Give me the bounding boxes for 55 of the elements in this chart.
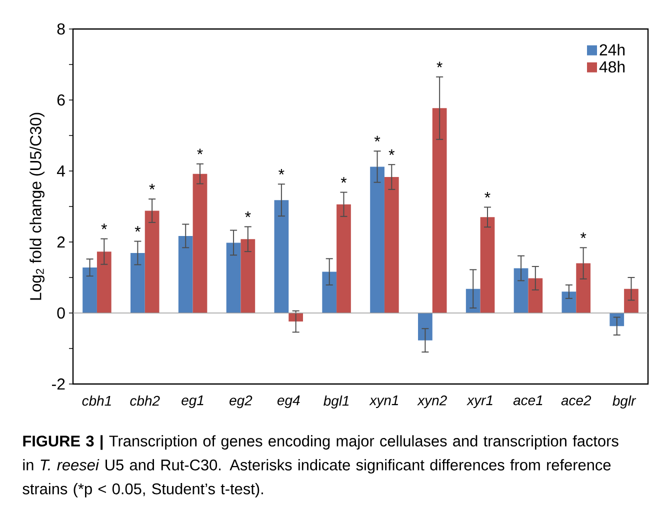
bar [82,268,97,313]
x-tick-label: bglr [612,396,636,408]
x-tick-label: xyn1 [369,396,398,408]
annotation: * [388,149,395,156]
x-tick-label: ace2 [561,395,592,406]
x-tick-label: xyn2 [417,395,447,408]
annotation: * [245,212,251,218]
bar [514,268,528,313]
legend-label: 48h [599,60,625,73]
bar [144,210,160,313]
bar [562,292,576,313]
bar [226,242,241,313]
y-tick-label: -2 [52,378,65,390]
y-tick-label: 2 [57,236,65,248]
bar [192,174,208,313]
bar [480,217,495,313]
annotation: * [101,224,108,230]
x-tick-label: eg4 [277,396,300,408]
bar [336,204,351,313]
text: FIGURE 3 | Transcription of genes encoding major cellulases and transcription factors in T. reesei U5 and Rut-C30. Asterisks indicate significant differences from reference strains (*p < 0.05, Student’s t-test). [22,435,618,498]
bar [130,252,145,313]
bar [576,263,591,313]
y-tick-label: 0 [57,307,65,319]
annotation: * [134,226,141,232]
x-tick-label: cbh2 [130,396,160,406]
bar [624,288,638,313]
x-tick-label: eg1 [182,396,204,408]
bar [384,177,399,313]
y-tick-label: 6 [57,94,65,106]
y-axis-title: Log$_{2}$ fold change (U5/C30) [30,112,44,300]
x-tick-label: cbh1 [82,396,111,406]
annotation: * [340,177,347,183]
annotation: * [436,62,442,68]
bar [432,108,447,313]
bar [370,166,384,313]
legend-label: 24h [600,44,625,56]
annotation: * [374,136,380,142]
annotation: * [197,148,203,154]
y-tick-label: 4 [56,165,66,176]
bar [274,200,289,313]
bar [322,272,337,313]
y-tick-label: 8 [57,23,65,35]
bar [528,278,543,313]
bar [178,236,193,313]
annotation: * [149,184,155,190]
annotation: * [484,192,490,198]
x-tick-label: xyr1 [466,396,492,408]
annotation: * [278,168,284,175]
x-tick-label: ace1 [513,396,542,406]
bar [418,312,432,340]
bar [96,252,112,313]
x-tick-label: bgl1 [324,396,349,408]
annotation: * [580,232,586,238]
bar [240,239,256,313]
x-tick-label: eg2 [230,395,252,408]
